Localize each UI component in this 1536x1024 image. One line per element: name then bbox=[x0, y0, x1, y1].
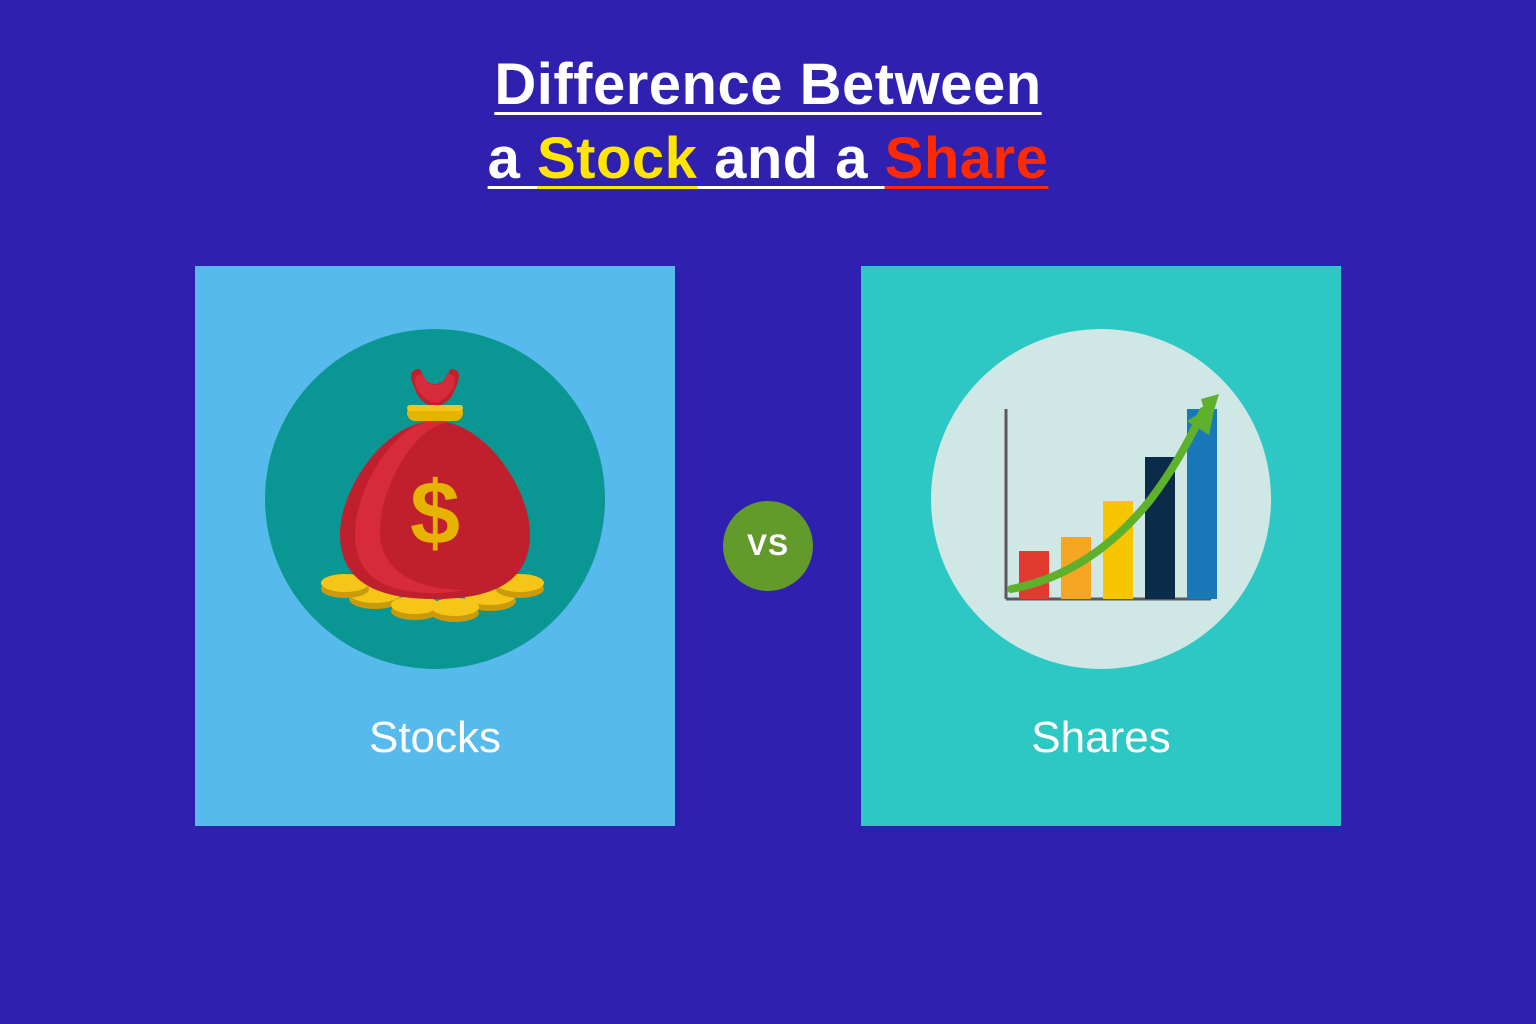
title-line2-prefix: a bbox=[488, 126, 537, 191]
shares-card: Shares bbox=[861, 266, 1341, 826]
chart-bar bbox=[1145, 457, 1175, 599]
stocks-label: Stocks bbox=[369, 713, 501, 763]
shares-circle bbox=[931, 329, 1271, 669]
page-title: Difference Between a Stock and a Share bbox=[488, 48, 1049, 196]
chart-bar bbox=[1103, 501, 1133, 599]
vs-badge: vs bbox=[723, 501, 813, 591]
bar-chart-icon bbox=[951, 349, 1251, 649]
title-word-share: Share bbox=[885, 126, 1049, 191]
dollar-symbol: $ bbox=[410, 464, 460, 564]
stocks-card: $ Stocks bbox=[195, 266, 675, 826]
stocks-circle: $ bbox=[265, 329, 605, 669]
title-line1: Difference Between bbox=[494, 52, 1041, 117]
title-line2-mid: and a bbox=[697, 126, 884, 191]
vs-text: vs bbox=[747, 529, 789, 563]
money-bag-icon: $ bbox=[285, 349, 585, 649]
shares-label: Shares bbox=[1031, 713, 1170, 763]
title-word-stock: Stock bbox=[537, 126, 697, 191]
chart-bar bbox=[1019, 551, 1049, 599]
comparison-row: $ Stocks vs Shares bbox=[195, 266, 1341, 826]
